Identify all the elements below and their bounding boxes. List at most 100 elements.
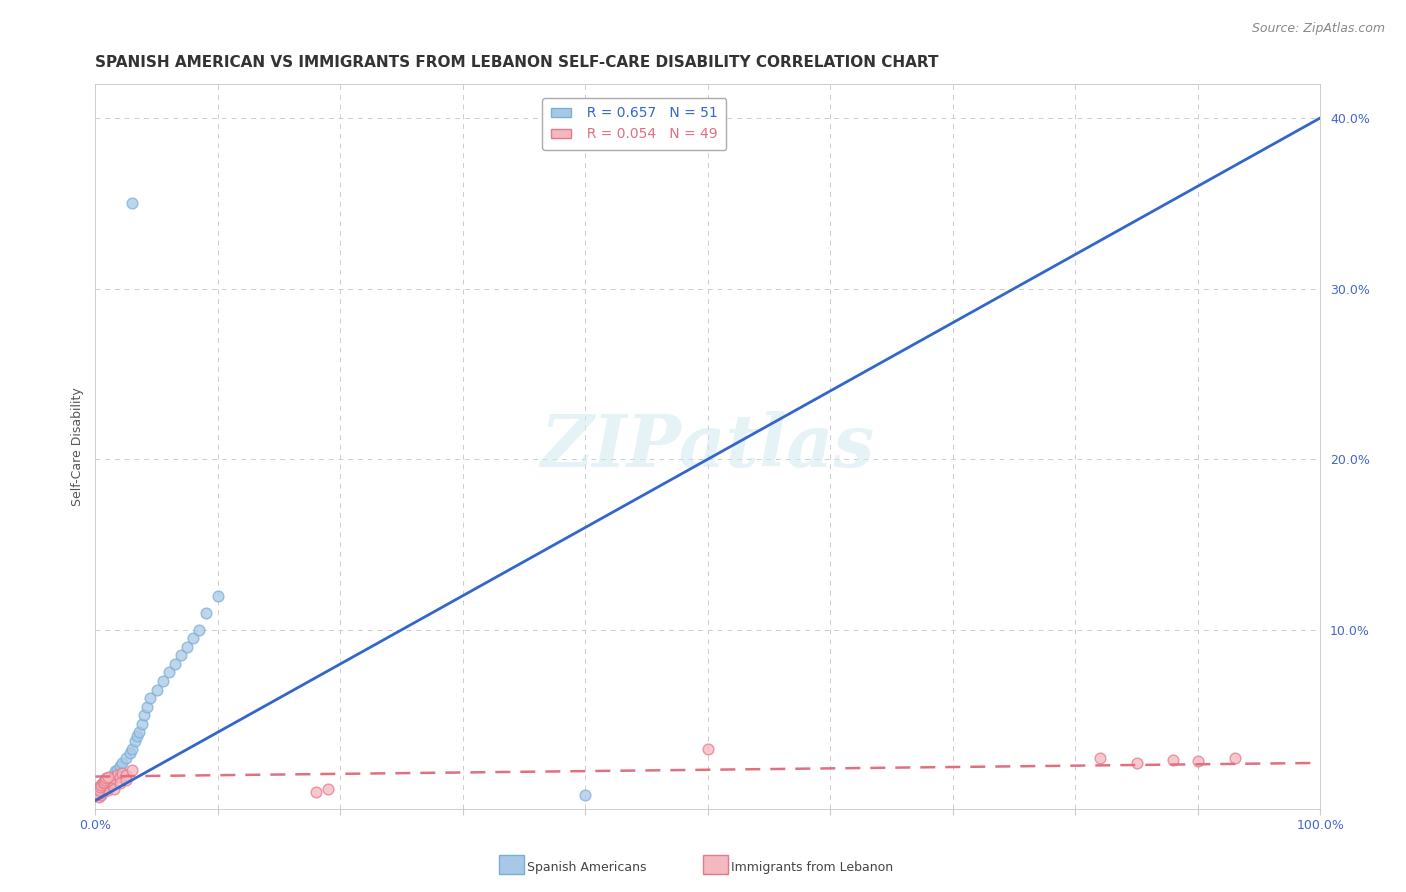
Point	[89, 781, 111, 796]
Point	[207, 589, 229, 603]
Point	[98, 770, 121, 784]
Point	[96, 778, 118, 792]
Point	[131, 716, 153, 731]
Point	[87, 787, 110, 801]
Point	[103, 771, 125, 785]
Point	[97, 776, 120, 790]
Point	[86, 783, 108, 797]
Point	[93, 774, 115, 789]
Point	[94, 778, 117, 792]
Text: ZIPatlas: ZIPatlas	[541, 411, 875, 482]
Point	[121, 196, 143, 211]
Point	[97, 776, 120, 790]
Point	[97, 783, 120, 797]
Point	[194, 606, 217, 620]
Point	[1088, 751, 1111, 765]
Point	[87, 787, 110, 801]
Point	[94, 772, 117, 787]
Point	[97, 771, 120, 785]
Point	[94, 781, 117, 796]
Point	[1125, 756, 1147, 770]
Point	[93, 783, 115, 797]
Point	[104, 764, 127, 779]
Point	[111, 756, 134, 770]
Point	[134, 708, 156, 723]
Point	[1187, 754, 1209, 768]
Point	[93, 780, 115, 794]
Point	[305, 785, 328, 799]
Point	[124, 733, 146, 747]
Y-axis label: Self-Care Disability: Self-Care Disability	[72, 387, 84, 506]
Point	[86, 789, 108, 803]
Point	[87, 785, 110, 799]
Point	[97, 772, 120, 787]
Text: Spanish Americans: Spanish Americans	[527, 861, 647, 873]
Point	[105, 763, 128, 777]
Point	[90, 789, 112, 803]
Point	[89, 787, 111, 801]
Point	[157, 665, 180, 680]
Point	[108, 776, 131, 790]
Point	[111, 766, 134, 780]
Point	[128, 725, 150, 739]
Point	[87, 787, 110, 801]
Point	[90, 778, 112, 792]
Point	[170, 648, 193, 663]
Point	[90, 787, 112, 801]
Point	[87, 780, 110, 794]
Point	[139, 691, 162, 706]
Point	[163, 657, 186, 671]
Point	[91, 776, 114, 790]
Point	[125, 729, 148, 743]
Point	[89, 781, 111, 796]
Point	[118, 746, 141, 760]
Point	[696, 742, 718, 756]
Point	[89, 785, 111, 799]
Point	[188, 623, 211, 637]
Point	[100, 771, 122, 785]
Point	[115, 751, 138, 765]
Text: Source: ZipAtlas.com: Source: ZipAtlas.com	[1251, 22, 1385, 36]
Point	[97, 770, 120, 784]
Point	[90, 778, 112, 792]
Text: Immigrants from Lebanon: Immigrants from Lebanon	[731, 861, 893, 873]
Point	[152, 673, 174, 688]
Point	[86, 789, 108, 803]
Point	[115, 772, 138, 787]
Point	[121, 763, 143, 777]
Legend:   R = 0.657   N = 51,   R = 0.054   N = 49: R = 0.657 N = 51, R = 0.054 N = 49	[543, 98, 727, 150]
Point	[87, 789, 110, 803]
Point	[108, 770, 131, 784]
Point	[93, 774, 115, 789]
Text: SPANISH AMERICAN VS IMMIGRANTS FROM LEBANON SELF-CARE DISABILITY CORRELATION CHA: SPANISH AMERICAN VS IMMIGRANTS FROM LEBA…	[96, 55, 939, 70]
Point	[87, 785, 110, 799]
Point	[93, 774, 115, 789]
Point	[574, 789, 596, 803]
Point	[135, 699, 157, 714]
Point	[91, 776, 114, 790]
Point	[96, 771, 118, 785]
Point	[103, 768, 125, 782]
Point	[90, 783, 112, 797]
Point	[91, 785, 114, 799]
Point	[121, 742, 143, 756]
Point	[1163, 752, 1185, 766]
Point	[96, 774, 118, 789]
Point	[87, 783, 110, 797]
Point	[91, 781, 114, 796]
Point	[105, 768, 128, 782]
Point	[89, 780, 111, 794]
Point	[94, 772, 117, 787]
Point	[103, 781, 125, 796]
Point	[87, 781, 110, 796]
Point	[87, 783, 110, 797]
Point	[94, 772, 117, 787]
Point	[87, 790, 110, 805]
Point	[89, 787, 111, 801]
Point	[98, 772, 121, 787]
Point	[90, 778, 112, 792]
Point	[108, 759, 131, 773]
Point	[1223, 751, 1246, 765]
Point	[176, 640, 198, 654]
Point	[97, 771, 120, 785]
